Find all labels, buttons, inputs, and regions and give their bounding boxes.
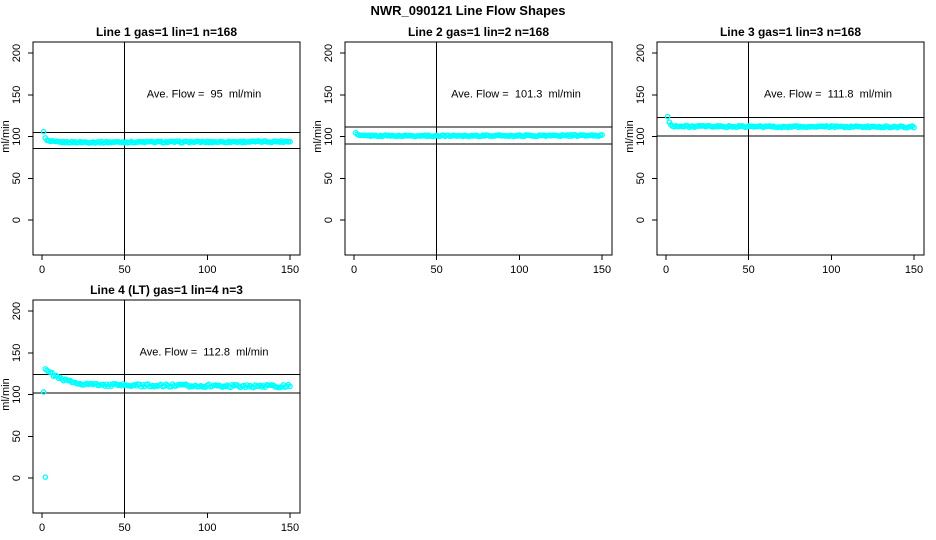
x-tick-label: 150 bbox=[905, 264, 923, 276]
main-title: NWR_090121 Line Flow Shapes bbox=[370, 3, 566, 18]
y-tick-label: 100 bbox=[11, 385, 23, 403]
x-tick-label: 50 bbox=[743, 264, 755, 276]
plot-box bbox=[32, 299, 301, 514]
ave-flow-annotation: Ave. Flow = 111.8 ml/min bbox=[764, 88, 892, 100]
outlier-point bbox=[40, 389, 47, 395]
y-axis-title: ml/min bbox=[624, 120, 636, 152]
y-axis-title: ml/min bbox=[0, 120, 12, 152]
x-tick-label: 100 bbox=[510, 264, 528, 276]
y-tick-label: 50 bbox=[635, 172, 647, 184]
x-tick-label: 100 bbox=[822, 264, 840, 276]
flow-panel: Line 4 (LT) gas=1 lin=4 n=3 0 50 100 150 200 0… bbox=[0, 283, 301, 534]
y-tick-label: 0 bbox=[11, 475, 23, 481]
y-tick-label: 200 bbox=[635, 44, 647, 62]
y-tick-label: 150 bbox=[11, 86, 23, 104]
data-points bbox=[664, 113, 917, 131]
x-tick-label: 0 bbox=[351, 264, 357, 276]
x-tick-label: 150 bbox=[593, 264, 611, 276]
flow-panel: Line 1 gas=1 lin=1 n=168 0 50 100 150 200 0 50 1… bbox=[0, 25, 301, 276]
y-tick-label: 0 bbox=[323, 217, 335, 223]
plot-box bbox=[344, 41, 613, 256]
data-point bbox=[287, 383, 293, 390]
y-tick-label: 100 bbox=[635, 127, 647, 145]
data-point bbox=[599, 132, 605, 138]
y-tick-label: 150 bbox=[635, 86, 647, 104]
x-tick-label: 50 bbox=[431, 264, 443, 276]
x-tick-label: 0 bbox=[39, 522, 45, 534]
x-tick-label: 50 bbox=[119, 264, 131, 276]
ave-flow-annotation: Ave. Flow = 112.8 ml/min bbox=[140, 346, 269, 358]
panel-title: Line 3 gas=1 lin=3 n=168 bbox=[720, 25, 861, 39]
x-tick-label: 100 bbox=[198, 264, 216, 276]
y-tick-label: 200 bbox=[323, 44, 335, 62]
x-tick-label: 150 bbox=[281, 264, 299, 276]
data-points bbox=[352, 129, 605, 140]
data-point bbox=[664, 113, 671, 120]
plot-box bbox=[656, 41, 925, 256]
y-tick-label: 100 bbox=[323, 127, 335, 145]
y-tick-label: 0 bbox=[11, 217, 23, 223]
ave-flow-annotation: Ave. Flow = 101.3 ml/min bbox=[451, 88, 581, 100]
ave-flow-annotation: Ave. Flow = 95 ml/min bbox=[147, 88, 261, 100]
x-tick-label: 0 bbox=[39, 264, 45, 276]
data-point bbox=[911, 124, 917, 131]
outlier-point bbox=[42, 474, 49, 481]
panel-title: Line 2 gas=1 lin=2 n=168 bbox=[408, 25, 549, 39]
x-tick-label: 50 bbox=[119, 522, 131, 534]
y-tick-label: 50 bbox=[11, 172, 23, 184]
y-tick-label: 200 bbox=[11, 302, 23, 320]
data-point bbox=[287, 138, 293, 145]
panel-title: Line 1 gas=1 lin=1 n=168 bbox=[96, 25, 237, 39]
y-axis-title: ml/min bbox=[0, 378, 12, 410]
y-tick-label: 150 bbox=[11, 344, 23, 362]
data-point bbox=[40, 128, 47, 135]
y-tick-label: 150 bbox=[323, 86, 335, 104]
data-points bbox=[40, 128, 293, 146]
flow-panel: Line 3 gas=1 lin=3 n=168 0 50 100 150 200 0 50 1… bbox=[624, 25, 925, 276]
x-tick-label: 150 bbox=[281, 522, 299, 534]
y-tick-label: 0 bbox=[635, 217, 647, 223]
y-axis-title: ml/min bbox=[312, 120, 324, 152]
x-tick-label: 100 bbox=[198, 522, 216, 534]
panel-title: Line 4 (LT) gas=1 lin=4 n=3 bbox=[90, 283, 243, 297]
flow-panel: Line 2 gas=1 lin=2 n=168 0 50 100 150 200 0 50 1… bbox=[312, 25, 613, 276]
data-points bbox=[40, 366, 293, 481]
y-tick-label: 200 bbox=[11, 44, 23, 62]
y-tick-label: 100 bbox=[11, 127, 23, 145]
y-tick-label: 50 bbox=[11, 430, 23, 442]
x-tick-label: 0 bbox=[663, 264, 669, 276]
y-tick-label: 50 bbox=[323, 172, 335, 184]
